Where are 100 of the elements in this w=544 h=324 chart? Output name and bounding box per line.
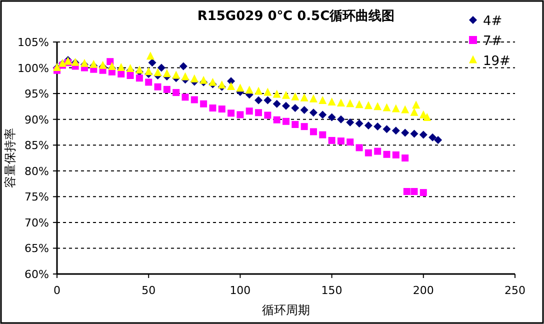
point — [246, 108, 253, 115]
y-axis-title: 容量保持率 — [3, 128, 17, 188]
point — [291, 92, 300, 100]
point — [163, 86, 170, 93]
x-axis-title: 循环周期 — [262, 303, 310, 317]
point — [190, 96, 198, 104]
point — [272, 90, 281, 98]
point — [148, 58, 156, 67]
point — [300, 93, 308, 102]
legend-label: 4# — [483, 14, 502, 29]
point — [282, 90, 290, 99]
y-tick-label: 100% — [18, 62, 49, 75]
point — [136, 74, 143, 82]
point — [346, 99, 354, 108]
point — [410, 188, 418, 196]
x-tick-label: 0 — [54, 284, 60, 297]
point — [264, 112, 272, 119]
point — [273, 116, 280, 124]
point — [282, 118, 290, 125]
point — [208, 78, 217, 86]
point — [392, 126, 400, 135]
point — [200, 100, 208, 108]
point — [383, 150, 390, 158]
point — [412, 100, 420, 109]
point — [145, 78, 152, 86]
point — [382, 103, 391, 112]
x-tick-label: 200 — [412, 284, 434, 297]
x-tick-label: 100 — [230, 284, 251, 297]
point — [144, 67, 153, 76]
point — [328, 98, 336, 106]
x-tick-label: 250 — [504, 284, 526, 297]
point — [179, 62, 188, 70]
point — [336, 98, 345, 107]
point — [318, 96, 327, 104]
point — [200, 76, 208, 84]
point — [346, 118, 354, 126]
point — [423, 112, 432, 121]
point — [374, 148, 382, 155]
point — [300, 123, 308, 130]
y-tick-label: 85% — [24, 139, 49, 152]
point — [300, 106, 308, 114]
point — [364, 149, 372, 156]
point — [410, 108, 418, 116]
point — [172, 70, 180, 79]
point — [146, 52, 154, 60]
point — [254, 96, 263, 104]
point — [264, 96, 272, 104]
point — [254, 86, 263, 95]
point — [245, 86, 254, 94]
point — [154, 83, 162, 90]
point — [209, 104, 216, 112]
point — [236, 84, 244, 92]
point — [282, 102, 290, 110]
point — [181, 72, 190, 80]
point — [236, 111, 244, 118]
point — [364, 122, 372, 130]
point — [255, 109, 262, 116]
point — [309, 108, 318, 117]
point — [227, 82, 236, 90]
point — [162, 69, 171, 78]
y-tick-label: 60% — [24, 268, 49, 281]
point — [218, 106, 226, 113]
point — [117, 62, 126, 71]
y-tick-label: 105% — [18, 36, 49, 49]
point — [157, 64, 166, 72]
point — [310, 128, 317, 136]
point — [118, 70, 125, 78]
point — [434, 136, 442, 144]
point — [190, 74, 198, 82]
point — [403, 188, 410, 196]
point — [264, 88, 272, 96]
y-tick-label: 95% — [24, 88, 49, 101]
point — [228, 110, 235, 117]
point — [108, 62, 116, 70]
point — [392, 151, 400, 158]
point — [346, 138, 354, 146]
point — [401, 105, 410, 114]
y-tick-label: 90% — [24, 113, 49, 126]
point — [328, 113, 336, 122]
point — [318, 110, 327, 119]
point — [402, 154, 409, 162]
point — [292, 120, 299, 128]
point — [291, 104, 300, 112]
x-tick-label: 50 — [142, 284, 156, 297]
point — [382, 125, 391, 134]
point — [154, 68, 162, 76]
point — [355, 119, 364, 128]
point — [336, 115, 345, 124]
point — [309, 94, 318, 102]
y-tick-label: 70% — [24, 216, 49, 230]
chart-title: R15G029 0℃ 0.5C循环曲线图 — [197, 9, 395, 24]
y-tick-label: 65% — [24, 242, 49, 256]
point — [106, 58, 114, 66]
point — [401, 128, 410, 137]
x-tick-label: 150 — [321, 284, 342, 297]
point — [337, 137, 344, 144]
point — [410, 130, 418, 138]
point — [355, 100, 364, 108]
point — [374, 122, 382, 131]
legend-label: 19# — [483, 54, 510, 69]
